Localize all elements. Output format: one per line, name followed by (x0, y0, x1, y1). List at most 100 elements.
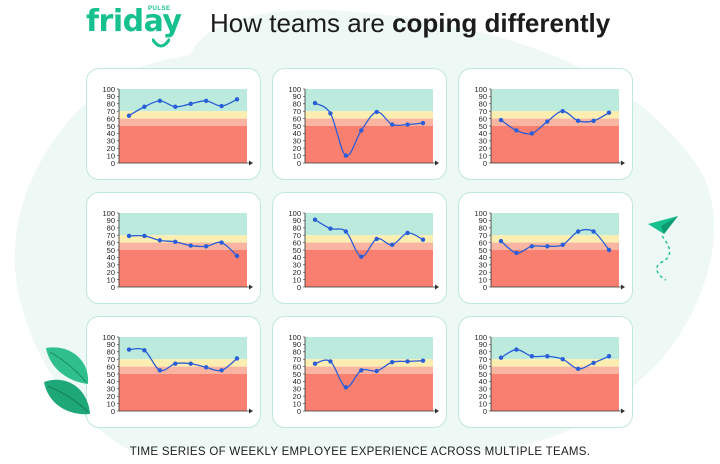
y-tick-label: 30 (107, 137, 115, 146)
y-tick-label: 20 (293, 144, 301, 153)
y-tick-label: 40 (107, 253, 115, 262)
y-tick-label: 60 (293, 114, 301, 123)
y-tick-label: 80 (107, 348, 115, 357)
data-point (359, 254, 364, 259)
data-point (219, 103, 224, 109)
title-bold: coping differently (392, 8, 611, 38)
y-tick-label: 90 (479, 92, 487, 101)
y-tick-label: 90 (107, 216, 115, 225)
y-tick-label: 90 (479, 216, 487, 225)
y-tick-label: 70 (107, 107, 115, 116)
data-point (591, 229, 596, 234)
y-tick-label: 100 (474, 85, 487, 94)
y-tick-label: 0 (483, 159, 487, 168)
data-point (328, 111, 333, 116)
band-low (491, 126, 619, 163)
x-axis-arrow (435, 284, 439, 290)
y-tick-label: 20 (479, 144, 487, 153)
y-tick-label: 50 (107, 370, 115, 379)
data-point (142, 348, 147, 353)
y-tick-label: 90 (293, 216, 301, 225)
data-point (529, 131, 535, 136)
y-tick-label: 10 (107, 151, 115, 160)
data-point (420, 120, 426, 126)
band-high (305, 337, 433, 360)
data-point (529, 244, 535, 249)
friday-pulse-logo: friday PULSE (86, 4, 186, 54)
y-tick-label: 40 (479, 377, 487, 386)
chart-card-4: 0 10 20 30 40 50 60 70 80 90 100 (86, 192, 261, 304)
band-mid (491, 235, 619, 243)
y-tick-label: 60 (293, 238, 301, 247)
y-tick-label: 30 (479, 137, 487, 146)
logo-subtitle: PULSE (148, 6, 171, 12)
data-point (545, 244, 550, 249)
y-tick-label: 50 (479, 370, 487, 379)
data-point (575, 366, 581, 372)
y-tick-label: 0 (483, 283, 487, 292)
data-point (514, 250, 519, 256)
y-tick-label: 40 (479, 129, 487, 138)
data-point (575, 118, 581, 124)
y-tick-label: 60 (293, 362, 301, 371)
data-point (203, 365, 209, 370)
y-tick-label: 60 (479, 238, 487, 247)
band-mid (305, 111, 433, 119)
y-tick-label: 100 (102, 209, 115, 218)
data-point (312, 361, 318, 366)
y-tick-label: 0 (297, 159, 301, 168)
figure-caption: TIME SERIES OF WEEKLY EMPLOYEE EXPERIENC… (129, 446, 591, 458)
data-point (591, 118, 596, 124)
band-mid (119, 235, 247, 243)
y-tick-label: 50 (479, 246, 487, 255)
band-low-light (491, 366, 619, 374)
y-tick-label: 40 (479, 253, 487, 262)
page-title: How teams are coping differently (210, 8, 610, 39)
y-tick-label: 10 (479, 399, 487, 408)
y-tick-label: 50 (293, 122, 301, 131)
data-point (126, 113, 132, 118)
y-tick-label: 30 (293, 261, 301, 270)
data-point (606, 354, 612, 359)
data-point (389, 242, 395, 248)
y-tick-label: 60 (107, 238, 115, 247)
y-tick-label: 70 (107, 231, 115, 240)
data-point (219, 240, 224, 245)
data-point (142, 233, 147, 239)
y-tick-label: 80 (293, 348, 301, 357)
x-axis-arrow (621, 284, 625, 290)
data-point (173, 239, 178, 245)
data-point (545, 119, 550, 124)
data-point (343, 385, 349, 390)
data-point (234, 253, 240, 259)
y-tick-label: 10 (479, 275, 487, 284)
y-tick-label: 90 (107, 340, 115, 349)
band-high (119, 213, 247, 236)
data-point (188, 361, 193, 366)
y-tick-label: 40 (293, 253, 301, 262)
y-tick-label: 60 (479, 114, 487, 123)
y-tick-label: 20 (479, 268, 487, 277)
x-axis-arrow (249, 408, 253, 414)
band-high (119, 337, 247, 360)
band-low (119, 250, 247, 287)
chart-card-1: 0 10 20 30 40 50 60 70 80 90 100 (86, 68, 261, 180)
data-point (405, 122, 410, 127)
band-mid (491, 359, 619, 367)
y-tick-label: 80 (107, 100, 115, 109)
data-point (498, 355, 504, 360)
y-tick-label: 40 (293, 377, 301, 386)
data-point (157, 368, 163, 373)
data-point (359, 368, 364, 373)
data-point (374, 368, 379, 374)
y-tick-label: 100 (288, 333, 301, 342)
data-point (188, 101, 193, 106)
band-high (491, 213, 619, 236)
y-tick-label: 100 (102, 333, 115, 342)
